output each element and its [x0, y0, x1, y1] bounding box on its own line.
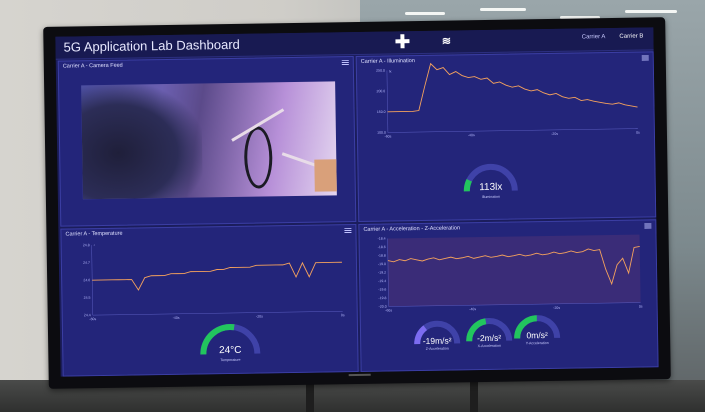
gauge-fill: [466, 318, 487, 342]
panel-menu-icon[interactable]: [341, 60, 349, 66]
gauge-fill: [414, 325, 428, 345]
tab-carrier-b[interactable]: Carrier B: [619, 33, 644, 40]
y-axis: [386, 70, 389, 133]
tv-stand-leg: [306, 378, 314, 412]
acceleration-gauges: -19m/s² Z-Acceleration -2m/s² X-Acceleratio…: [359, 220, 655, 351]
temperature-chart: 24.4 24.5 24.6 24.7 24.8 -60s -40s -20s 0s °: [83, 243, 345, 321]
y-unit-label: lx: [389, 69, 392, 73]
partner-logos: ≋: [395, 33, 453, 48]
ceiling-light: [405, 12, 445, 15]
y-tick-label: -19.8: [378, 296, 386, 300]
x-tick-label: -60s: [385, 134, 392, 138]
series-line: [387, 246, 640, 286]
x-tick-label: -20s: [551, 132, 558, 136]
dashboard-title: 5G Application Lab Dashboard: [63, 36, 240, 55]
cross-logo-icon: [395, 34, 409, 48]
temperature-gauge: 24°C Temperature: [199, 323, 262, 368]
plot-area: [387, 234, 641, 307]
ericsson-logo-icon: ≋: [441, 35, 452, 48]
gauge-arc: [514, 315, 561, 339]
acceleration-gauge: -19m/s² Z-Acceleration: [413, 319, 462, 360]
gauge-label: Illumination: [481, 194, 501, 199]
acceleration-panel: Carrier A - Acceleration - Z-Acceleratio…: [358, 219, 659, 372]
monitor-brand-logo: [348, 373, 371, 377]
ceiling-light: [480, 8, 526, 11]
x-tick-label: 0s: [639, 305, 643, 309]
y-tick-label: 150.0: [377, 110, 386, 114]
gauge-label: Y-Acceleration: [525, 340, 549, 346]
y-tick-label: -19.0: [378, 262, 386, 266]
tv-monitor: 5G Application Lab Dashboard ≋ Carrier A…: [43, 17, 671, 389]
series-line: [92, 261, 342, 291]
panel-title: Carrier A - Camera Feed: [62, 62, 123, 70]
y-tick-label: 24.7: [83, 261, 90, 265]
y-unit-label: °: [94, 244, 96, 248]
x-tick-label: -40s: [469, 307, 476, 311]
gauge-fill: [514, 315, 538, 339]
acceleration-chart: -20.0 -19.8 -19.6 -19.4 -19.2 -19.0 -18.8 -18.6…: [378, 234, 643, 313]
y-tick-label: 200.0: [376, 89, 385, 93]
gauge-arc: [200, 324, 261, 355]
y-tick-label: -18.8: [378, 254, 386, 258]
gauge-value: 24°C: [219, 344, 242, 357]
carrier-tabs: Carrier A Carrier B: [582, 33, 644, 40]
y-tick-label: 250.0: [376, 69, 385, 73]
gauge-value: 0m/s²: [526, 330, 548, 341]
y-tick-label: 24.6: [83, 278, 90, 282]
dashboard-screen: 5G Application Lab Dashboard ≋ Carrier A…: [55, 27, 659, 377]
y-tick-label: 24.8: [83, 243, 90, 247]
y-tick-label: 100.0: [377, 131, 386, 135]
gauge-fill: [463, 179, 473, 192]
acceleration-gauge: -2m/s² X-Acceleration: [465, 317, 514, 358]
tv-stand-leg: [470, 378, 478, 412]
camera-feed-video: [81, 81, 337, 200]
gauge-value: -2m/s²: [477, 333, 502, 344]
x-tick-label: -20s: [256, 314, 263, 318]
x-axis: [388, 302, 641, 307]
gauge-fill: [200, 324, 235, 355]
x-tick-label: -60s: [385, 308, 392, 312]
camera-feed-panel: Carrier A - Camera Feed: [57, 56, 357, 227]
y-axis: [387, 238, 389, 307]
x-tick-label: -40s: [173, 316, 180, 320]
gauge-label: Z-Acceleration: [425, 346, 449, 351]
gauge-label: Temperature: [220, 357, 241, 362]
x-tick-label: 0s: [341, 313, 345, 317]
camera-shadow: [81, 83, 203, 200]
acceleration-gauge: 0m/s² Y-Acceleration: [513, 314, 562, 355]
illumination-gauge: 113lx Illumination: [462, 162, 519, 203]
gauge-value: 113lx: [479, 181, 503, 194]
series-line: [387, 62, 638, 113]
tab-carrier-a[interactable]: Carrier A: [581, 34, 606, 41]
x-tick-label: -40s: [468, 133, 475, 137]
x-tick-label: -20s: [553, 306, 560, 310]
y-tick-label: 24.5: [84, 296, 91, 300]
illumination-panel: Carrier A - Illumination 100.0 150.0 200.0…: [355, 51, 657, 222]
illumination-chart: 100.0 150.0 200.0 250.0 -60s -40s -20s 0s lx: [376, 62, 640, 139]
wooden-crate: [314, 159, 337, 192]
y-tick-label: -20.0: [379, 305, 387, 309]
y-tick-label: -19.2: [378, 271, 386, 275]
y-tick-label: -19.6: [378, 288, 386, 292]
y-tick-label: -19.4: [378, 279, 386, 283]
gauge-arc: [463, 163, 518, 192]
x-axis: [92, 310, 343, 316]
x-tick-label: 0s: [636, 131, 640, 135]
temperature-panel: Carrier A - Temperature 24.4 24.5 24.6 24.7…: [60, 224, 359, 377]
bicycle-wheel: [243, 126, 273, 189]
y-tick-label: 24.4: [84, 313, 91, 317]
gauge-arc: [414, 320, 461, 345]
gauge-label: X-Acceleration: [477, 343, 501, 349]
x-tick-label: -60s: [89, 317, 96, 321]
ceiling-light: [625, 10, 677, 13]
y-tick-label: -18.6: [378, 245, 386, 249]
gauge-value: -19m/s²: [422, 335, 452, 347]
x-axis: [387, 128, 638, 133]
y-tick-label: -18.4: [378, 237, 386, 241]
gauge-arc: [466, 317, 513, 342]
